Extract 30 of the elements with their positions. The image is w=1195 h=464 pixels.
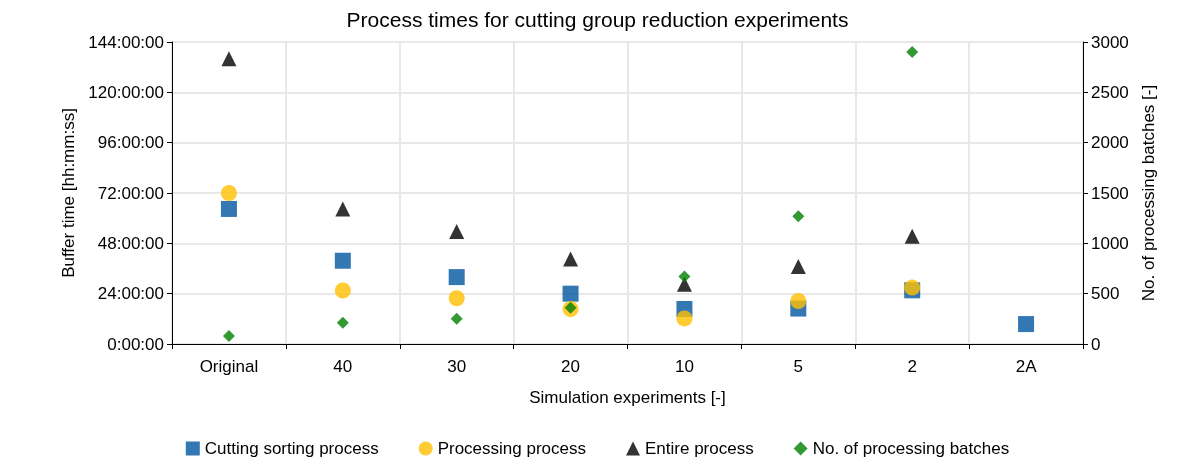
x-tick-label: 40 (333, 357, 353, 376)
y-tick-label: 48:00:00 (97, 233, 164, 253)
y2-tick-label: 1500 (1091, 183, 1129, 203)
y-tick-label: 24:00:00 (97, 284, 164, 304)
y-tick-label: 120:00:00 (88, 82, 164, 102)
x-axis-title: Simulation experiments [-] (529, 388, 726, 407)
legend-label: Entire process (645, 439, 754, 458)
legend-label: Cutting sorting process (204, 439, 379, 458)
chart-title: Process times for cutting group reduction experiments (346, 8, 849, 31)
y2-tick-label: 500 (1091, 284, 1120, 304)
y2-tick-label: 0 (1091, 334, 1101, 354)
y-tick-label: 0:00:00 (107, 334, 164, 354)
legend-label: Processing process (437, 439, 586, 458)
legend-label: No. of processing batches (812, 439, 1010, 458)
x-tick-label: 2 (907, 357, 917, 376)
x-tick-label: 5 (793, 357, 804, 376)
y2-tick-label: 2000 (1091, 133, 1129, 153)
x-tick-label: 2A (1015, 357, 1038, 376)
x-tick-label: 30 (447, 357, 467, 376)
y-tick-label: 96:00:00 (97, 133, 164, 153)
y2-tick-label: 1000 (1091, 233, 1129, 253)
y2-tick-label: 3000 (1091, 32, 1129, 52)
y-tick-label: 144:00:00 (88, 32, 164, 52)
x-tick-label: Original (199, 357, 259, 376)
x-tick-label: 20 (561, 357, 581, 376)
y-axis-title: Buffer time [hh:mm:ss] (59, 108, 78, 278)
x-tick-label: 10 (674, 357, 694, 376)
y2-tick-label: 2500 (1091, 82, 1129, 102)
y-tick-label: 72:00:00 (97, 183, 164, 203)
y2-axis-title: No. of processing batches [-] (1138, 84, 1158, 302)
